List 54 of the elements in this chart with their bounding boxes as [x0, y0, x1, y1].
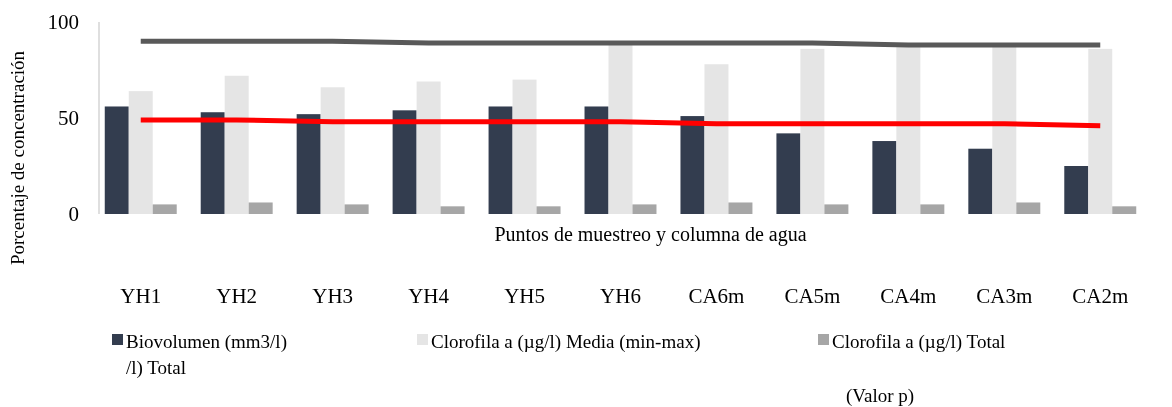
legend-label: Biovolumen (mm3/l) [126, 331, 287, 353]
x-tick-label: YH3 [312, 284, 354, 308]
x-tick-label: CA5m [784, 284, 841, 308]
text: (Valor p) [846, 385, 915, 407]
bar [608, 45, 633, 214]
bar [1088, 48, 1113, 214]
bar [800, 48, 825, 214]
bar [920, 204, 945, 214]
bar [992, 46, 1017, 214]
y-tick-label: 50 [58, 106, 79, 130]
bar [584, 106, 609, 214]
bar [512, 79, 537, 214]
x-tick-label: YH4 [408, 284, 450, 308]
y-axis-title: Porcentaje de concentración [7, 50, 28, 266]
bar [968, 148, 993, 214]
x-tick-label: CA3m [976, 284, 1033, 308]
x-tick-label: CA2m [1072, 284, 1129, 308]
bar [224, 75, 249, 214]
legend-label: Clorofila a (µg/l) Total [832, 331, 1006, 353]
x-tick-label: YH5 [504, 284, 545, 308]
bar [200, 112, 225, 214]
x-tick-label: YH6 [600, 284, 641, 308]
bar [128, 91, 153, 214]
bar [872, 141, 897, 214]
bar [632, 204, 657, 214]
bar [344, 204, 369, 214]
x-axis-title: Puntos de muestreo y columna de agua [494, 223, 807, 246]
x-tick-label: CA6m [688, 284, 745, 308]
bar [104, 106, 129, 214]
bar [680, 116, 705, 214]
bar [488, 106, 513, 214]
bar [416, 81, 441, 214]
y-tick-label: 100 [47, 10, 79, 34]
x-tick-label: YH2 [216, 284, 258, 308]
bar [392, 110, 417, 214]
bar [1112, 206, 1137, 214]
bar [1016, 202, 1041, 214]
bar [776, 133, 801, 214]
y-tick-label: 0 [68, 202, 79, 226]
bar [296, 114, 321, 214]
x-tick-label: YH1 [120, 284, 162, 308]
x-tick-label: CA4m [880, 284, 937, 308]
bar [536, 206, 561, 214]
text: /l) Total [126, 357, 187, 379]
bar [248, 202, 273, 214]
bar [704, 64, 729, 214]
bar [728, 202, 753, 214]
bar [152, 204, 177, 214]
legend-label: Clorofila a (µg/l) Media (min-max) [431, 331, 701, 353]
bar [320, 87, 345, 214]
bar [1064, 166, 1089, 214]
bar [440, 206, 465, 214]
bar [824, 204, 849, 214]
bar [896, 45, 921, 214]
